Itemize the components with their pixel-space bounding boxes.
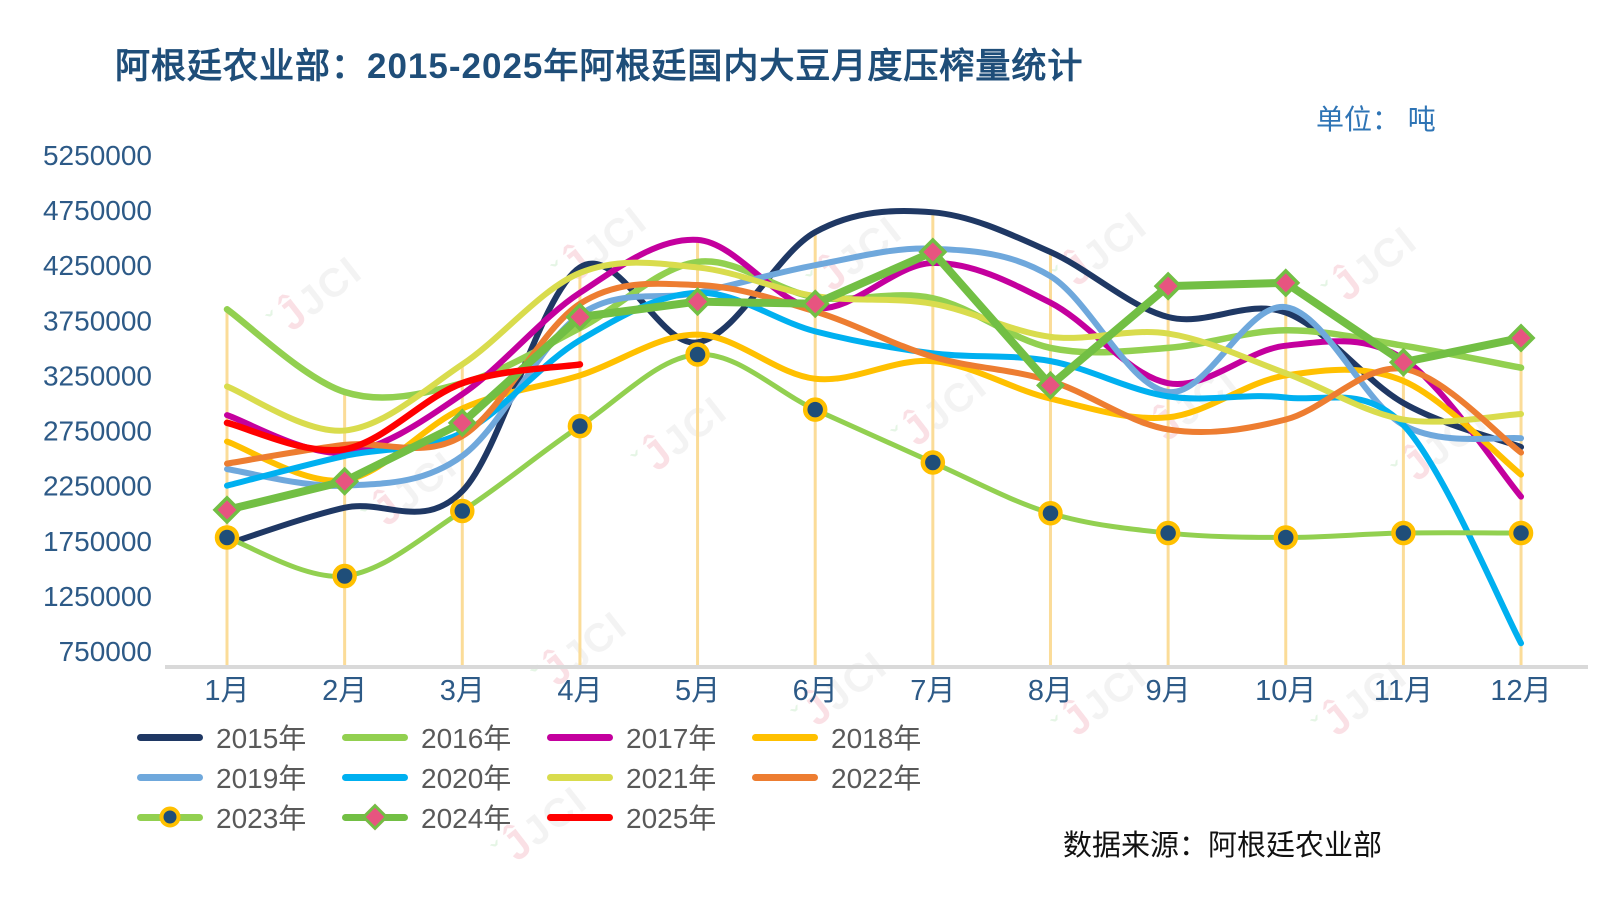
legend-item-2016年: 2016年: [342, 720, 547, 754]
legend-swatch-icon: [137, 805, 203, 829]
series-line-2022年: [224, 280, 1525, 467]
legend-label: 2021年: [626, 763, 717, 794]
x-axis-tick-label: 3月: [440, 675, 485, 707]
legend-item-2025年: 2025年: [547, 800, 752, 834]
series-marker-2024年: [918, 237, 948, 267]
chart-title: 阿根廷农业部：2015-2025年阿根廷国内大豆月度压榨量统计: [115, 47, 1084, 86]
series-marker-2023年: [332, 563, 357, 589]
legend-swatch-icon: [342, 803, 408, 831]
series-marker-2023年: [450, 498, 475, 524]
y-axis-tick-label: 3750000: [43, 305, 152, 336]
y-axis-tick-label: 2750000: [43, 416, 152, 447]
unit-label: 单位： 吨: [1316, 104, 1436, 135]
series-marker-2023年: [1155, 520, 1181, 546]
y-axis-tick-label: 3250000: [43, 360, 152, 391]
legend-swatch-icon: [137, 725, 203, 749]
x-axis-tick-label: 9月: [1146, 675, 1191, 707]
legend-label: 2020年: [421, 763, 512, 794]
x-axis-tick-label: 2月: [322, 675, 367, 707]
series-marker-2023年: [920, 450, 946, 475]
x-axis-tick-label: 4月: [557, 675, 602, 707]
series-marker-2024年: [800, 289, 830, 319]
x-axis-tick-label: 1月: [204, 675, 249, 707]
x-axis-tick-label: 5月: [675, 675, 720, 707]
y-axis-tick-label: 4250000: [43, 250, 152, 281]
legend-item-2021年: 2021年: [547, 760, 752, 794]
chart-legend: 2015年 2016年 2017年 2018年 2019年 2020年 2021年 2022年…: [137, 720, 957, 834]
legend-swatch-icon: [752, 765, 818, 789]
series-marker-2023年: [1508, 520, 1534, 546]
series-marker-2024年: [447, 408, 477, 438]
legend-item-2023年: 2023年: [137, 800, 342, 834]
legend-swatch-icon: [547, 765, 613, 789]
series-marker-2024年: [1153, 271, 1183, 301]
legend-label: 2019年: [216, 763, 307, 794]
x-axis-tick-label: 6月: [793, 675, 838, 707]
legend-swatch-icon: [752, 725, 818, 749]
series-marker-2023年: [1273, 525, 1299, 550]
legend-item-2015年: 2015年: [137, 720, 342, 754]
series-marker-2023年: [685, 342, 710, 367]
legend-item-2017年: 2017年: [547, 720, 752, 754]
y-axis-tick-label: 4750000: [43, 195, 152, 226]
legend-label: 2025年: [626, 803, 717, 834]
x-axis-tick-label: 8月: [1028, 675, 1073, 707]
series-marker-2024年: [1388, 347, 1418, 377]
series-line-2018年: [224, 331, 1525, 484]
series-marker-2024年: [212, 495, 242, 525]
series-marker-2023年: [214, 525, 240, 550]
legend-swatch-icon: [137, 765, 203, 789]
series-marker-2024年: [330, 466, 360, 496]
x-axis-tick-label: 11月: [1374, 675, 1433, 707]
legend-swatch-icon: [342, 765, 408, 789]
series-line-2025年: [223, 361, 584, 454]
legend-item-2024年: 2024年: [342, 800, 547, 834]
legend-item-2020年: 2020年: [342, 760, 547, 794]
legend-label: 2024年: [421, 803, 512, 834]
series-marker-2024年: [1036, 370, 1065, 400]
series-marker-2023年: [567, 413, 593, 439]
y-axis-tick-label: 750000: [59, 636, 152, 667]
series-line-2020年: [224, 289, 1525, 647]
series-line-2017年: [224, 236, 1525, 500]
legend-swatch-icon: [342, 725, 408, 749]
legend-swatch-icon: [547, 805, 613, 829]
series-marker-2024年: [683, 287, 713, 317]
series-marker-2023年: [1038, 500, 1063, 526]
y-axis-tick-label: 5250000: [43, 140, 152, 171]
series-line-2015年: [224, 207, 1525, 548]
x-axis-tick-label: 10月: [1255, 675, 1316, 707]
series-marker-2023年: [1391, 520, 1416, 546]
series-marker-2024年: [1506, 323, 1536, 353]
y-axis-tick-label: 1750000: [43, 526, 152, 557]
x-axis-tick-label: 7月: [910, 675, 955, 707]
legend-item-2022年: 2022年: [752, 760, 957, 794]
series-marker-2023年: [802, 397, 828, 422]
series-line-2021年: [224, 259, 1525, 434]
legend-label: 2023年: [216, 803, 307, 834]
series-line-2024年: [223, 247, 1526, 514]
legend-label: 2016年: [421, 723, 512, 754]
y-axis-tick-label: 1250000: [43, 581, 152, 612]
series-line-2019年: [224, 245, 1525, 489]
legend-label: 2017年: [626, 723, 717, 754]
series-marker-2024年: [1271, 268, 1301, 298]
legend-item-2019年: 2019年: [137, 760, 342, 794]
legend-label: 2022年: [831, 763, 922, 794]
legend-item-2018年: 2018年: [752, 720, 957, 754]
legend-swatch-icon: [547, 725, 613, 749]
series-line-2023年: [224, 351, 1524, 579]
series-marker-2024年: [565, 302, 595, 332]
legend-label: 2015年: [216, 723, 307, 754]
y-axis-tick-label: 2250000: [43, 471, 152, 502]
data-source-note: 数据来源：阿根廷农业部: [1063, 830, 1383, 862]
x-axis-tick-label: 12月: [1490, 675, 1551, 707]
legend-label: 2018年: [831, 723, 922, 754]
